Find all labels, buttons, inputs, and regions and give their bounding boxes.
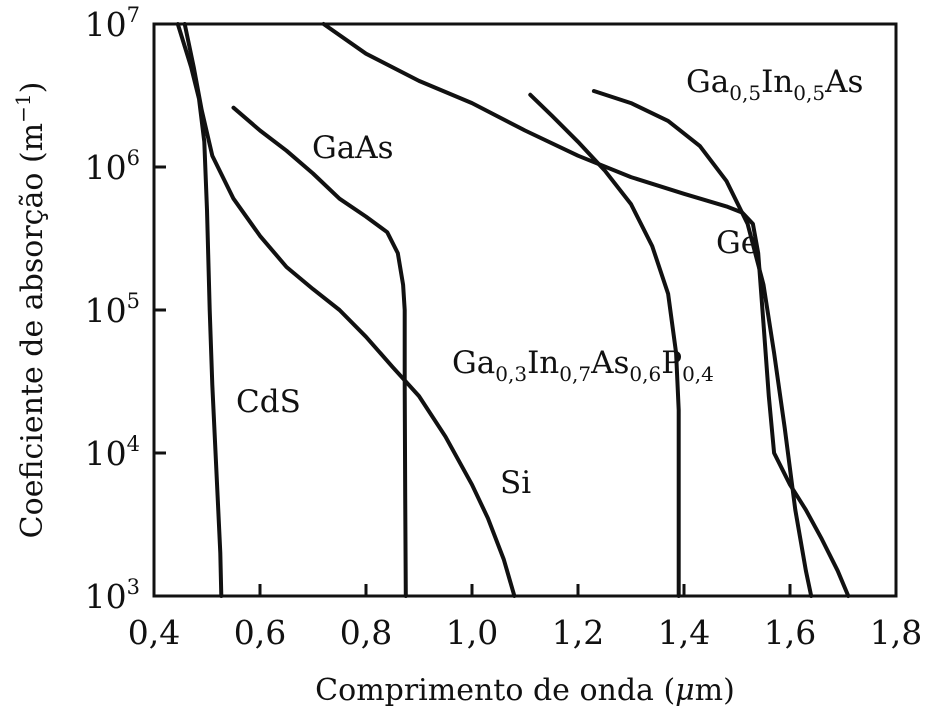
- x-tick-label: 1,8: [870, 613, 922, 652]
- y-axis-label: Coeficiente de absorção (m−1): [11, 82, 50, 539]
- x-tick-label: 0,4: [128, 613, 180, 652]
- curve-ga0-5in0-5as: [591, 89, 814, 598]
- curve-cds: [175, 22, 224, 598]
- curve-ga0-3in0-7as0-6p0-4: [528, 92, 681, 598]
- y-tick-label: 104: [85, 432, 140, 473]
- y-tick-label: 103: [85, 575, 140, 616]
- curve-si: [182, 22, 517, 598]
- y-tick-labels: 103 104 105 106 107: [85, 3, 140, 616]
- label-cds: CdS: [236, 384, 301, 420]
- x-tick-label: 0,6: [234, 613, 286, 652]
- label-ga0-3in0-7as0-6p0-4: Ga0,3In0,7As0,6P0,4: [452, 345, 714, 386]
- label-ge: Ge: [716, 225, 759, 261]
- label-ga0-5in0-5as: Ga0,5In0,5As: [686, 64, 863, 105]
- curves: [175, 22, 851, 598]
- x-tick-label: 1,2: [552, 613, 604, 652]
- y-tick-label: 106: [85, 146, 140, 187]
- curve-labels: CdS GaAs Si Ga0,3In0,7As0,6P0,4 Ge Ga0,5In0,5…: [236, 64, 863, 501]
- curve-ge: [321, 22, 851, 598]
- x-axis-label: Comprimento de onda (μm): [315, 673, 735, 708]
- x-tick-labels: 0,4 0,6 0,8 1,0 1,2 1,4 1,6 1,8: [128, 613, 922, 652]
- label-si: Si: [500, 465, 531, 501]
- curve-gaas: [231, 105, 408, 598]
- y-tick-label: 107: [85, 3, 140, 44]
- label-gaas: GaAs: [312, 130, 394, 166]
- x-tick-label: 1,4: [658, 613, 710, 652]
- plot-frame: [152, 22, 898, 598]
- x-tick-label: 0,8: [340, 613, 392, 652]
- axis-ticks: [152, 22, 898, 598]
- y-tick-label: 105: [85, 289, 140, 330]
- x-tick-label: 1,6: [764, 613, 816, 652]
- x-tick-label: 1,0: [446, 613, 498, 652]
